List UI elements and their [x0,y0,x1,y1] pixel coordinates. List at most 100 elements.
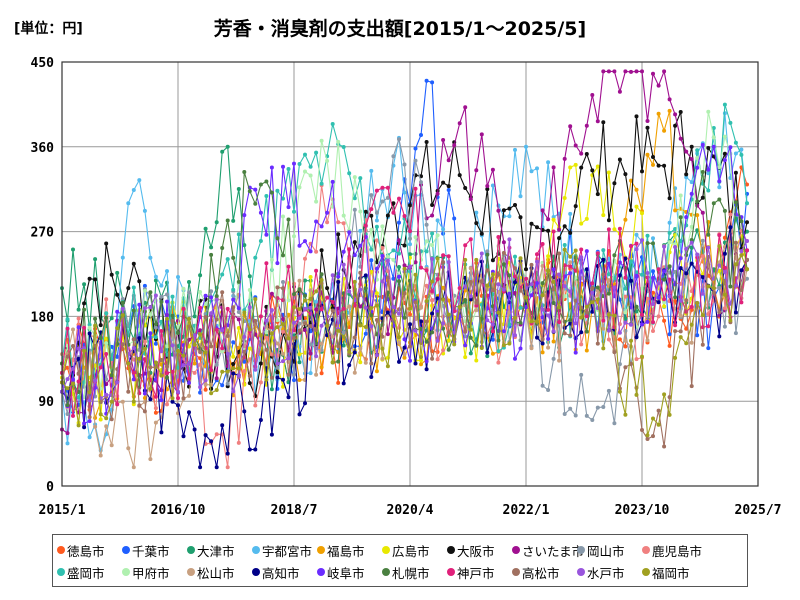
data-point [380,224,385,229]
data-point [115,309,120,314]
data-point [292,234,296,239]
data-point [71,366,75,371]
data-point [308,275,313,279]
data-point [131,285,136,290]
data-point [535,225,539,230]
data-point [689,289,694,294]
data-point [540,315,545,320]
data-point [463,105,468,110]
data-point [667,220,672,225]
data-point [524,295,528,300]
data-point [402,291,407,296]
data-point [722,208,727,213]
data-point [236,317,241,322]
data-point [689,245,694,250]
data-point [706,346,711,351]
data-point [579,342,584,347]
data-point [739,253,744,258]
data-point [269,432,274,437]
data-point [369,324,374,329]
legend-item: 高知市 [252,561,317,583]
data-point [623,172,628,177]
data-point [640,428,644,432]
data-point [656,111,661,116]
data-point [82,307,87,312]
data-point [562,243,567,247]
data-point [231,305,236,310]
data-point [104,241,109,246]
legend-item: 水戸市 [577,561,642,583]
data-point [253,318,258,323]
data-point [551,339,556,344]
data-point [606,256,611,261]
data-point [82,421,87,426]
data-point [640,272,644,277]
data-point [722,324,727,329]
data-point [529,287,534,292]
data-point [380,185,385,190]
legend-item: さいたま市 [512,539,584,561]
data-point [568,321,573,326]
data-point [700,195,705,200]
data-point [98,323,103,328]
data-point [159,283,164,288]
data-point [424,78,429,83]
data-point [501,343,506,348]
legend-label: 大阪市 [457,543,495,559]
data-point [109,399,114,404]
data-point [153,406,158,411]
data-point [120,342,125,347]
data-point [424,239,429,244]
data-point [452,143,457,148]
data-point [651,416,655,421]
data-point [667,343,672,348]
data-point [198,328,203,333]
data-point [435,256,440,261]
legend-item: 岡山市 [577,539,642,561]
data-point [695,199,700,204]
data-point [109,443,114,448]
data-point [662,300,667,305]
data-point [441,180,446,185]
data-point [93,316,98,321]
data-point [662,69,667,74]
data-point [148,331,153,336]
data-point [551,329,556,334]
data-point [209,311,214,316]
data-point [667,395,672,400]
data-point [314,219,319,224]
data-point [142,288,147,293]
data-point [231,389,236,394]
data-point [369,207,374,212]
data-point [341,213,346,218]
data-point [513,356,517,361]
data-point [242,334,247,339]
data-point [745,182,749,187]
data-point [446,347,451,352]
data-point [435,277,440,282]
data-point [148,312,153,317]
data-point [352,350,357,355]
data-point [242,349,247,354]
data-point [391,201,396,206]
data-point [617,297,622,302]
data-point [220,272,225,277]
data-point [231,354,236,359]
data-point [341,343,346,348]
data-point [170,396,175,401]
data-point [441,260,446,265]
data-point [739,152,744,157]
data-point [198,305,203,310]
axis-layer: 0 90 180 270 360 450 2015/1 2016/10 2018/7 2020/4… [31,56,782,518]
legend-item: 宇都宮市 [252,539,317,561]
data-point [347,289,352,294]
data-point [104,297,109,302]
x-tick-label: 2015/1 [39,503,86,518]
data-point [126,286,131,291]
data-point [165,364,169,369]
data-point [673,112,678,117]
data-point [678,193,683,198]
data-point [314,299,319,304]
data-point [651,320,655,325]
data-point [452,216,457,221]
